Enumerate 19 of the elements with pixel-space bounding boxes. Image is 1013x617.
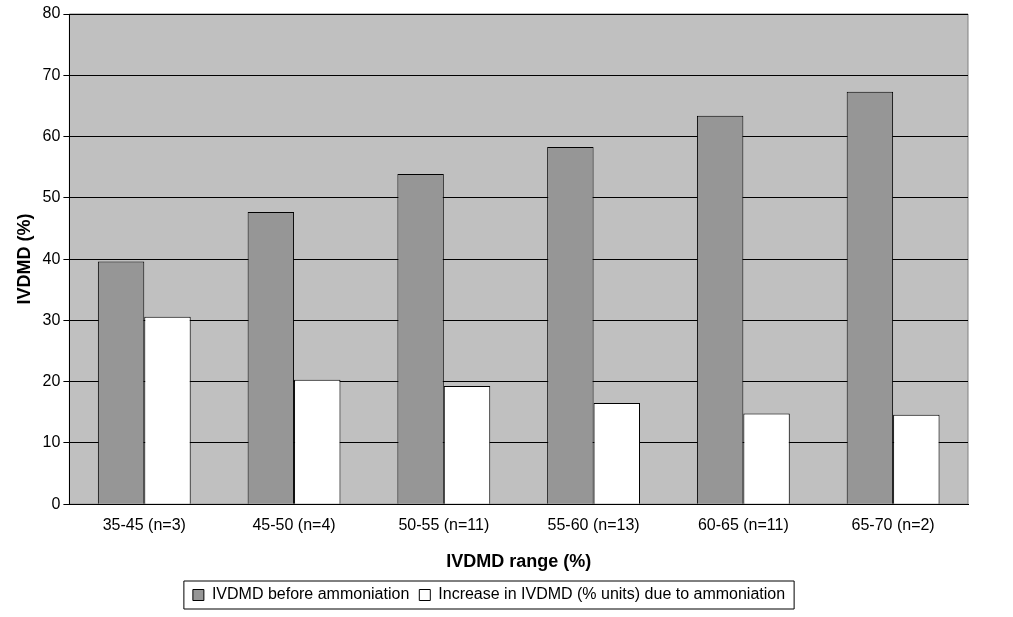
y-tick-label: 0	[51, 494, 61, 512]
y-tick-label: 40	[42, 249, 61, 267]
x-tick-label: 55-60 (n=13)	[547, 516, 640, 534]
y-tick-label: 60	[42, 126, 61, 144]
y-tick-label: 80	[42, 4, 61, 22]
legend-label: Increase in IVDMD (% units) due to ammoniation	[438, 585, 786, 603]
y-tick-label: 70	[42, 65, 61, 83]
y-tick-label: 20	[42, 372, 61, 390]
x-tick-label: 45-50 (n=4)	[252, 516, 336, 534]
y-axis-title: IVDMD (%)	[13, 213, 34, 305]
legend-label: IVDMD before ammoniation	[211, 585, 410, 603]
x-tick-label: 50-55 (n=11)	[398, 516, 490, 534]
y-tick-label: 10	[42, 433, 61, 451]
y-tick-label: 30	[42, 310, 61, 328]
x-tick-label: 35-45 (n=3)	[102, 516, 186, 534]
x-tick-label: 65-70 (n=2)	[851, 516, 935, 534]
y-tick-label: 50	[42, 188, 61, 206]
x-axis-title: IVDMD range (%)	[446, 551, 592, 572]
x-tick-label: 60-65 (n=11)	[697, 516, 789, 534]
